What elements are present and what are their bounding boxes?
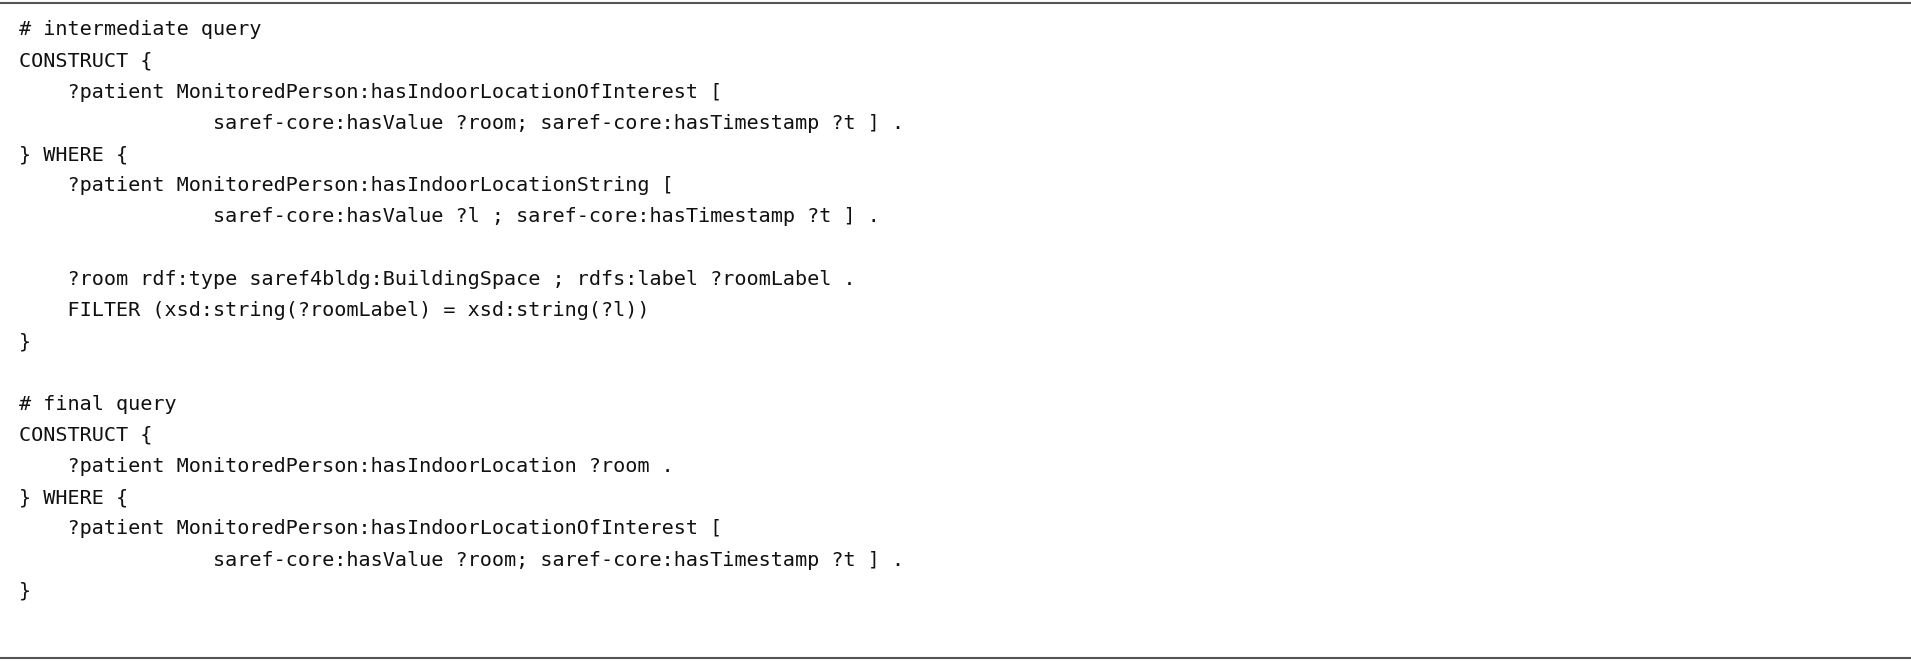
Text: # intermediate query: # intermediate query [19, 20, 262, 39]
Text: CONSTRUCT {: CONSTRUCT { [19, 426, 153, 445]
Text: ?room rdf:type saref4bldg:BuildingSpace ; rdfs:label ?roomLabel .: ?room rdf:type saref4bldg:BuildingSpace … [19, 270, 856, 289]
Text: saref-core:hasValue ?room; saref-core:hasTimestamp ?t ] .: saref-core:hasValue ?room; saref-core:ha… [19, 114, 904, 133]
Text: } WHERE {: } WHERE { [19, 145, 128, 164]
Text: saref-core:hasValue ?room; saref-core:hasTimestamp ?t ] .: saref-core:hasValue ?room; saref-core:ha… [19, 551, 904, 570]
Text: CONSTRUCT {: CONSTRUCT { [19, 52, 153, 71]
Text: }: } [19, 582, 31, 601]
Text: saref-core:hasValue ?l ; saref-core:hasTimestamp ?t ] .: saref-core:hasValue ?l ; saref-core:hasT… [19, 208, 879, 227]
Text: # final query: # final query [19, 395, 176, 414]
Text: } WHERE {: } WHERE { [19, 488, 128, 507]
Text: FILTER (xsd:string(?roomLabel) = xsd:string(?l)): FILTER (xsd:string(?roomLabel) = xsd:str… [19, 301, 650, 320]
Text: }: } [19, 332, 31, 351]
Text: ?patient MonitoredPerson:hasIndoorLocationString [: ?patient MonitoredPerson:hasIndoorLocati… [19, 176, 675, 195]
Text: ?patient MonitoredPerson:hasIndoorLocationOfInterest [: ?patient MonitoredPerson:hasIndoorLocati… [19, 83, 722, 102]
Text: ?patient MonitoredPerson:hasIndoorLocation ?room .: ?patient MonitoredPerson:hasIndoorLocati… [19, 457, 675, 476]
Text: ?patient MonitoredPerson:hasIndoorLocationOfInterest [: ?patient MonitoredPerson:hasIndoorLocati… [19, 520, 722, 539]
